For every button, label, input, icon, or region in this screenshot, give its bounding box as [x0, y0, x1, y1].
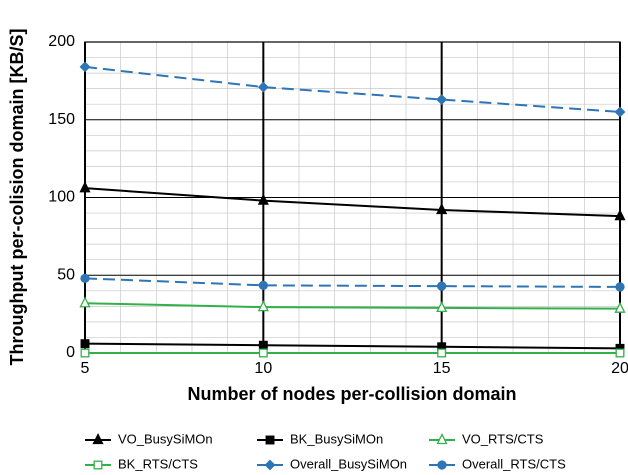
marker	[79, 181, 91, 193]
marker	[614, 106, 626, 118]
marker	[264, 459, 276, 471]
marker	[258, 340, 268, 350]
series-line	[84, 187, 621, 218]
marker	[92, 433, 104, 445]
marker	[80, 339, 90, 349]
marker	[93, 460, 103, 470]
marker	[436, 202, 448, 215]
marker	[437, 281, 447, 291]
marker	[257, 300, 269, 312]
y-tick-label: 100	[48, 189, 75, 206]
legend-label: Overall_RTS/CTS	[462, 456, 566, 471]
marker	[437, 348, 447, 358]
marker	[615, 282, 625, 292]
y-tick-label: 50	[57, 266, 75, 283]
marker	[436, 433, 448, 445]
y-tick-label: 0	[66, 344, 75, 361]
series-line	[84, 342, 621, 350]
y-tick-label: 200	[48, 33, 75, 50]
legend-label: VO_RTS/CTS	[462, 431, 544, 446]
marker	[258, 280, 268, 291]
marker	[80, 348, 90, 358]
marker	[615, 348, 625, 358]
marker	[265, 435, 275, 445]
marker	[258, 348, 268, 358]
marker	[79, 296, 91, 308]
y-tick-label: 150	[48, 111, 75, 128]
legend-label: Overall_BusySiMOn	[290, 456, 407, 471]
marker	[614, 301, 626, 313]
marker	[614, 209, 626, 221]
marker	[257, 193, 269, 205]
y-axis-label: Throughput per-colision domain [KB/S]	[7, 29, 27, 366]
legend-label: VO_BusySiMOn	[118, 431, 213, 446]
series-line	[84, 302, 621, 310]
x-tick-label: 20	[611, 360, 628, 377]
marker	[79, 61, 91, 73]
marker	[80, 273, 90, 284]
x-tick-label: 5	[81, 360, 90, 377]
x-tick-label: 10	[254, 360, 272, 377]
marker	[436, 300, 448, 313]
marker	[257, 81, 269, 93]
legend-label: BK_RTS/CTS	[118, 456, 198, 471]
legend-label: BK_BusySiMOn	[290, 431, 383, 446]
marker	[437, 460, 447, 470]
x-tick-label: 15	[433, 360, 451, 377]
x-axis-label: Number of nodes per-collision domain	[187, 384, 516, 404]
marker	[436, 94, 448, 105]
